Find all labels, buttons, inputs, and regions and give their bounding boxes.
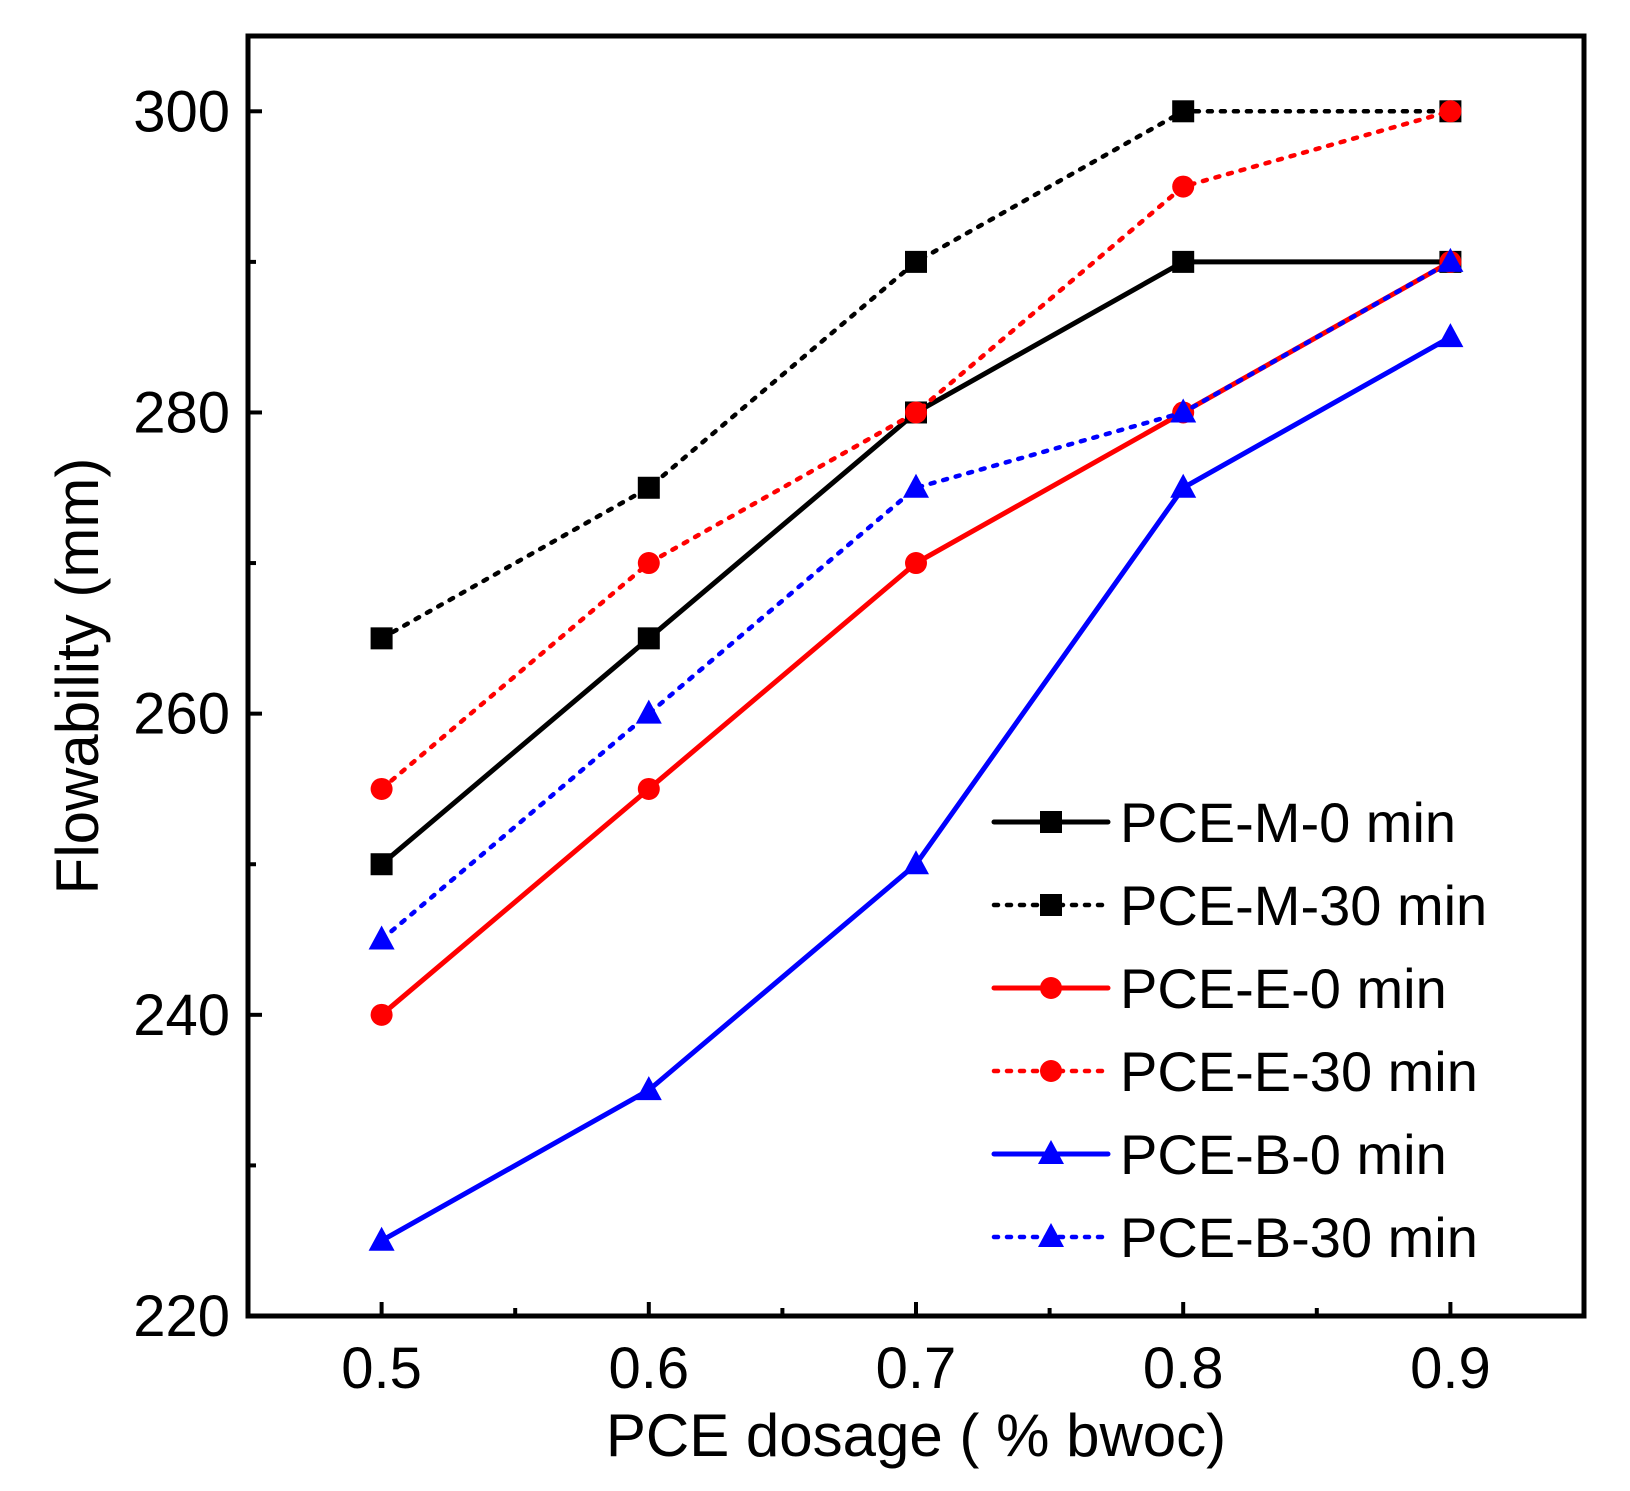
data-point — [637, 552, 660, 575]
data-point — [1170, 473, 1197, 498]
data-point — [1172, 175, 1195, 198]
legend-label: PCE-B-30 min — [1120, 1206, 1478, 1269]
data-point — [1172, 250, 1195, 273]
data-point — [370, 777, 393, 800]
legend-marker — [1038, 1223, 1064, 1247]
data-point — [635, 699, 662, 724]
y-tick-label: 300 — [133, 79, 230, 144]
y-tick-label: 220 — [133, 1284, 230, 1349]
legend-marker — [1040, 811, 1062, 833]
legend-item: PCE-M-30 min — [991, 874, 1487, 937]
data-point — [368, 925, 395, 950]
y-tick-label: 280 — [133, 380, 230, 445]
data-point — [1437, 323, 1464, 348]
data-point — [903, 473, 929, 498]
legend-item: PCE-B-0 min — [991, 1123, 1447, 1186]
legend-label: PCE-E-30 min — [1120, 1040, 1478, 1103]
data-point — [905, 552, 927, 575]
y-tick-label: 240 — [133, 983, 230, 1048]
series-pce-e-30-min — [370, 100, 1462, 800]
x-tick-label: 0.8 — [1143, 1336, 1224, 1401]
data-point — [1172, 100, 1195, 123]
data-point — [370, 853, 393, 876]
y-tick-label: 260 — [133, 682, 230, 747]
data-point — [1170, 398, 1197, 423]
x-tick-label: 0.7 — [876, 1336, 957, 1401]
legend: PCE-M-0 min PCE-M-30 min PCE-E-0 min PCE-E-… — [991, 791, 1487, 1269]
data-point — [637, 777, 660, 800]
data-point — [1437, 247, 1464, 272]
legend-marker — [1040, 894, 1062, 916]
x-tick-label: 0.6 — [608, 1336, 689, 1401]
series-pce-b-0-min — [368, 323, 1464, 1251]
legend-label: PCE-M-30 min — [1120, 874, 1487, 937]
x-tick-label: 0.9 — [1410, 1336, 1491, 1401]
legend-marker — [1038, 1140, 1064, 1164]
data-point — [635, 1076, 662, 1101]
legend-item: PCE-E-30 min — [991, 1040, 1478, 1103]
data-point — [370, 627, 393, 650]
legend-item: PCE-E-0 min — [991, 957, 1447, 1020]
legend-marker — [1040, 1060, 1062, 1082]
data-point — [1439, 100, 1462, 123]
x-axis-title: PCE dosage ( % bwoc) — [606, 1402, 1226, 1469]
x-tick-label: 0.5 — [341, 1336, 422, 1401]
series-line — [379, 109, 1453, 641]
legend-label: PCE-M-0 min — [1120, 791, 1456, 854]
legend-item: PCE-B-30 min — [991, 1206, 1478, 1269]
legend-marker — [1040, 977, 1062, 999]
series-line — [379, 334, 1453, 1244]
legend-label: PCE-E-0 min — [1120, 957, 1447, 1020]
data-point — [637, 476, 660, 499]
data-point — [905, 401, 927, 424]
data-point — [905, 250, 927, 273]
y-axis-title: Flowability (mm) — [44, 458, 111, 895]
data-point — [368, 1226, 395, 1251]
data-point — [903, 850, 929, 875]
data-point — [637, 627, 660, 650]
legend-label: PCE-B-0 min — [1120, 1123, 1447, 1186]
series-line — [379, 109, 1453, 792]
data-point — [370, 1003, 393, 1026]
series-pce-b-30-min — [368, 247, 1464, 950]
legend-item: PCE-M-0 min — [991, 791, 1456, 854]
